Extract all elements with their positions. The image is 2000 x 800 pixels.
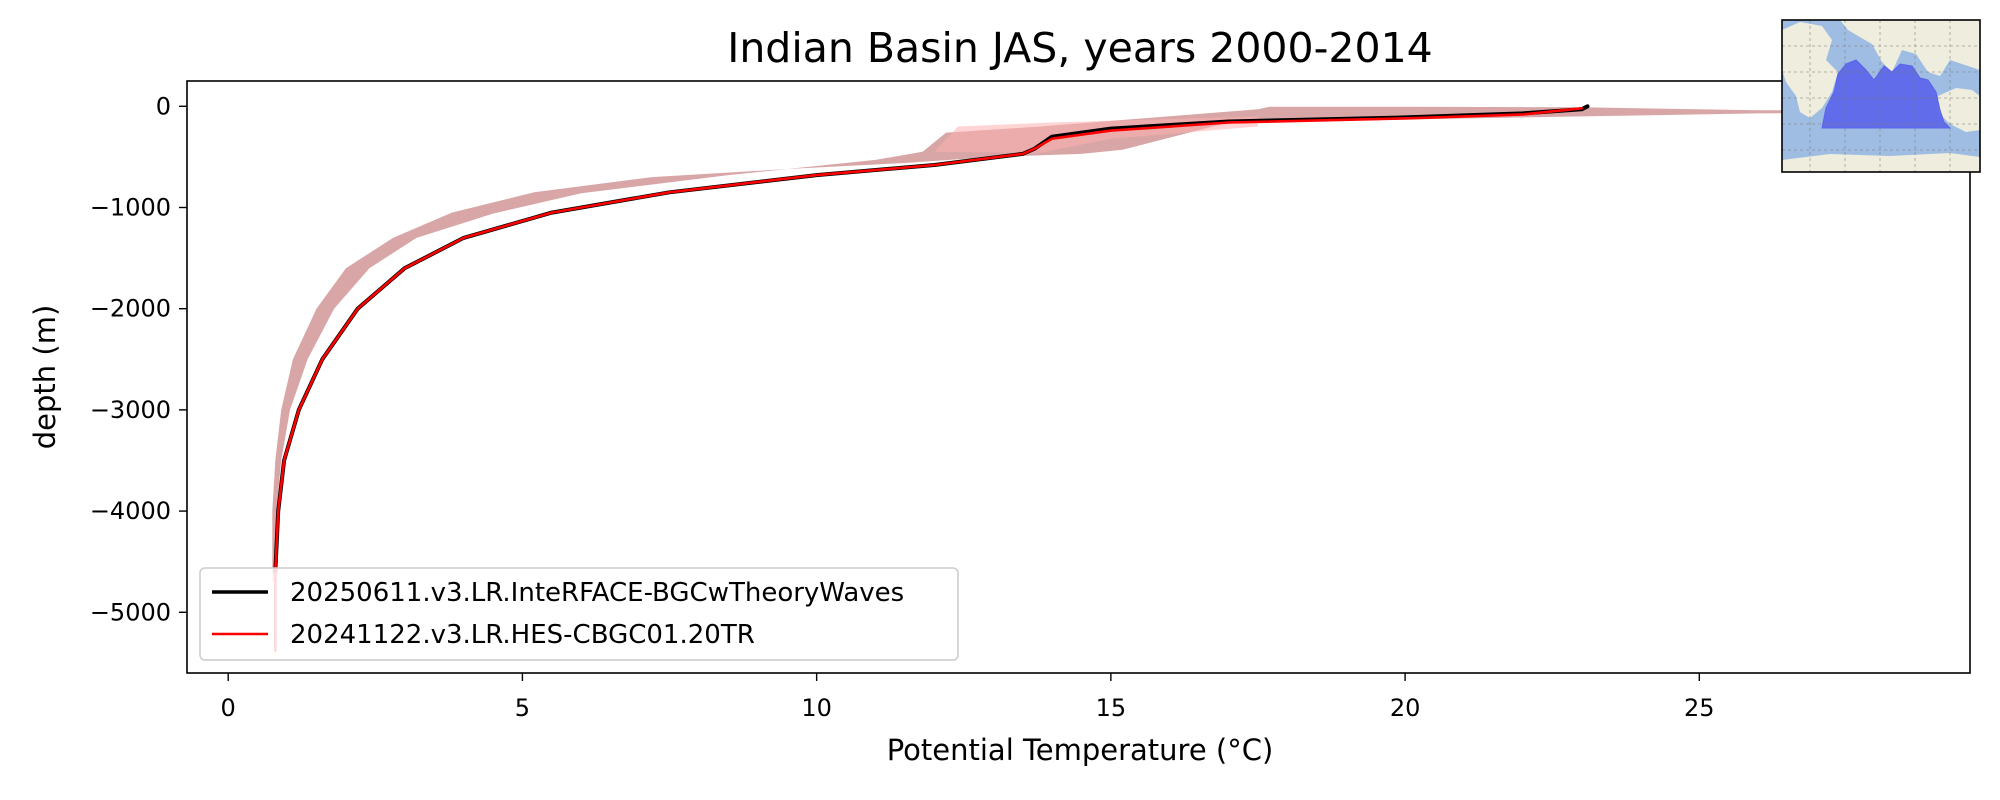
legend-label-1: 20241122.v3.LR.HES-CBGC01.20TR — [290, 620, 755, 650]
legend-label-0: 20250611.v3.LR.InteRFACE-BGCwTheoryWaves — [290, 578, 904, 608]
inset-land-asia — [1840, 20, 1980, 76]
y-tick-label: −1000 — [90, 193, 171, 221]
series-lines — [273, 104, 1590, 653]
inset-land-australia — [1938, 88, 1980, 132]
x-tick-label: 10 — [801, 694, 832, 722]
x-axis-label: Potential Temperature (°C) — [887, 733, 1274, 767]
x-tick-label: 25 — [1684, 694, 1715, 722]
y-axis: 0 −1000 −2000 −3000 −4000 −5000 — [90, 92, 187, 626]
y-tick-label: −2000 — [90, 295, 171, 323]
y-tick-label: 0 — [156, 92, 171, 120]
x-tick-label: 20 — [1390, 694, 1421, 722]
legend: 20250611.v3.LR.InteRFACE-BGCwTheoryWaves… — [199, 567, 959, 661]
y-tick-label: −5000 — [90, 598, 171, 626]
chart-title: Indian Basin JAS, years 2000-2014 — [727, 24, 1433, 72]
y-axis-label: depth (m) — [28, 305, 62, 450]
inset-gridlines — [1782, 20, 1980, 172]
x-axis: 0 5 10 15 20 25 — [221, 673, 1715, 722]
y-tick-label: −3000 — [90, 396, 171, 424]
legend-frame — [199, 567, 959, 661]
inset-frame — [1781, 19, 1981, 173]
y-tick-label: −4000 — [90, 497, 171, 525]
inset-map — [1781, 19, 1981, 173]
x-tick-label: 15 — [1096, 694, 1127, 722]
x-tick-label: 0 — [221, 694, 236, 722]
series-line-1 — [273, 107, 1583, 653]
x-tick-label: 5 — [515, 694, 530, 722]
plot-frame — [186, 80, 1971, 674]
inset-land-antarctica — [1782, 153, 1980, 172]
